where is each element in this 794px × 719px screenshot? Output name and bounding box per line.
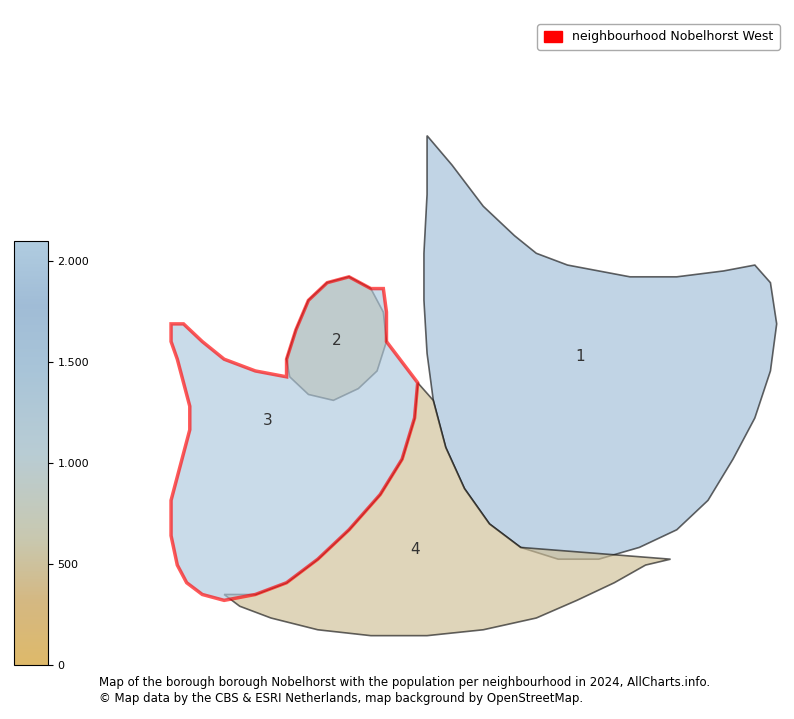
Text: 2: 2 [332, 333, 341, 348]
Text: 3: 3 [263, 413, 273, 428]
Polygon shape [424, 136, 777, 559]
Text: Map of the borough borough Nobelhorst with the population per neighbourhood in 2: Map of the borough borough Nobelhorst wi… [99, 676, 711, 689]
Text: 4: 4 [410, 542, 420, 557]
Text: © Map data by the CBS & ESRI Netherlands, map background by OpenStreetMap.: © Map data by the CBS & ESRI Netherlands… [99, 692, 584, 705]
Text: 1: 1 [576, 349, 585, 364]
Legend: neighbourhood Nobelhorst West: neighbourhood Nobelhorst West [538, 24, 780, 50]
Polygon shape [171, 277, 418, 600]
Polygon shape [224, 383, 671, 636]
Polygon shape [287, 277, 387, 400]
